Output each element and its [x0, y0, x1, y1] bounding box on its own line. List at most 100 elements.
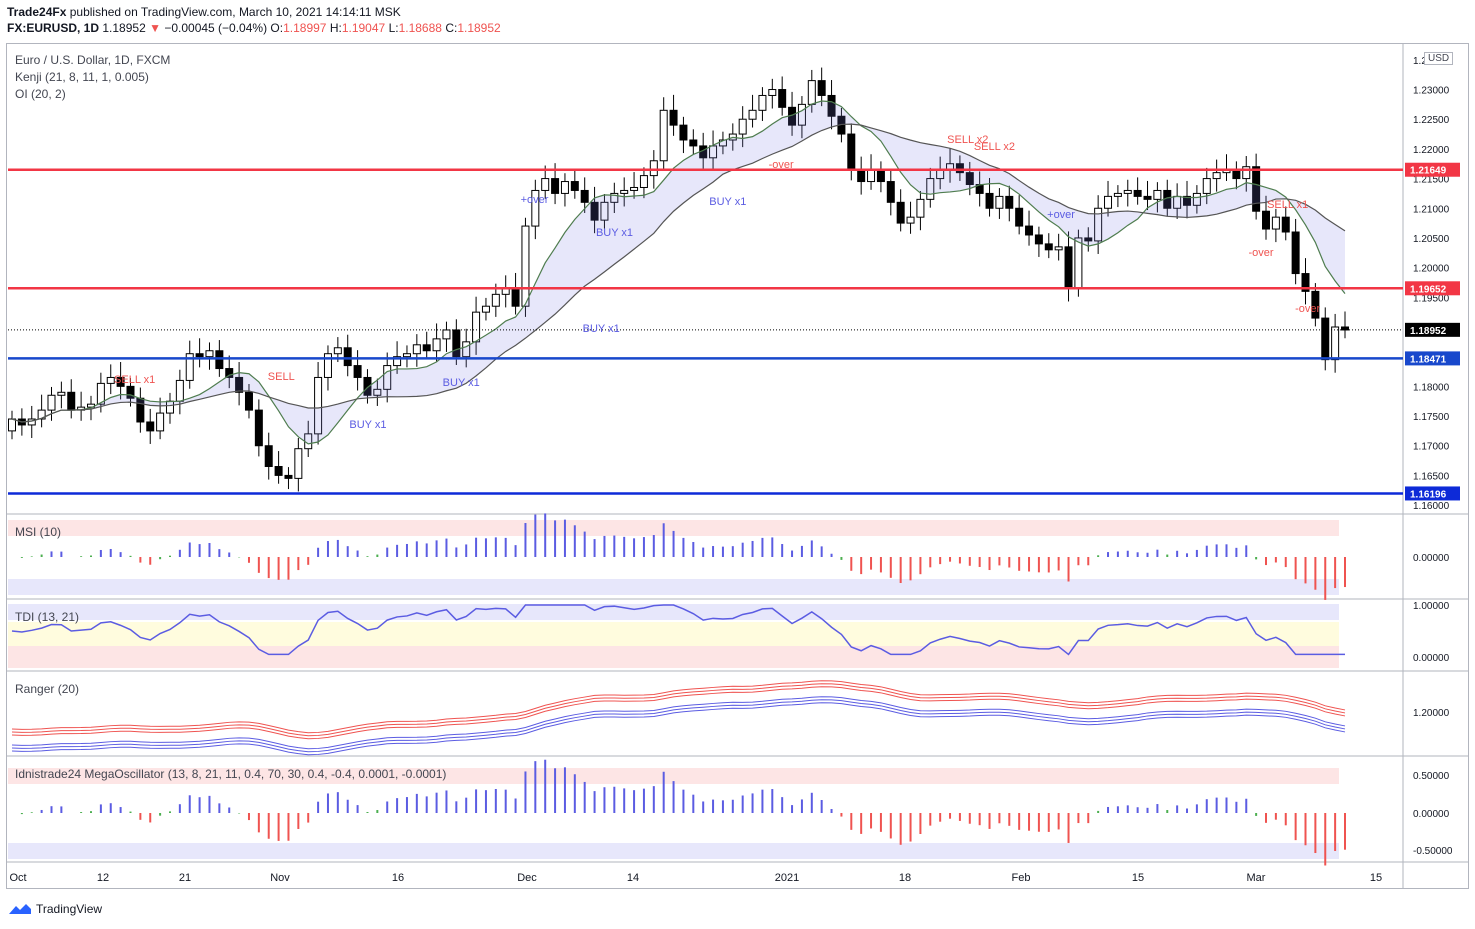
- candle-body: [373, 388, 382, 396]
- kenji-fast-line: [11, 100, 1346, 445]
- signal-label: SELL: [268, 371, 295, 383]
- signal-label: BUY x1: [349, 419, 386, 431]
- candle-body: [205, 350, 214, 358]
- candle-body: [1291, 231, 1300, 275]
- pane-tick-label: 1.20000: [1413, 708, 1450, 719]
- candle-body: [639, 175, 648, 188]
- signal-label: -over: [769, 159, 794, 171]
- y-tick-label: 1.22000: [1413, 145, 1450, 156]
- pane-tick-label: 0.50000: [1413, 771, 1450, 782]
- candle-body: [768, 89, 777, 96]
- candle-body: [37, 409, 46, 420]
- candle-body: [867, 169, 876, 183]
- oi-legend: OI (20, 2): [15, 87, 66, 101]
- candle-body: [156, 412, 165, 432]
- candle-body: [817, 80, 826, 96]
- candle-body: [521, 225, 530, 307]
- signal-label: +over: [1047, 209, 1075, 221]
- kenji-cloud: [12, 101, 1345, 444]
- candle-body: [926, 178, 935, 200]
- publish-line: Trade24Fx published on TradingView.com, …: [7, 5, 401, 19]
- candle-body: [1281, 216, 1290, 233]
- candle-body: [442, 329, 451, 340]
- x-tick-label: 16: [392, 872, 404, 884]
- price-change: −0.00045 (−0.04%): [164, 21, 268, 35]
- candle-body: [580, 189, 589, 203]
- signal-label: BUY x1: [709, 196, 746, 208]
- candle-body: [659, 109, 668, 162]
- candle-body: [1331, 326, 1340, 361]
- candle-body: [1232, 169, 1241, 180]
- candle-body: [491, 293, 500, 307]
- level-badge-label: 1.16196: [1410, 489, 1447, 500]
- candle-body: [47, 394, 56, 411]
- candle-body: [620, 189, 629, 194]
- candle-body: [669, 109, 678, 126]
- x-tick-label: 18: [899, 872, 911, 884]
- signal-label: -over: [1295, 303, 1320, 315]
- y-tick-label: 1.21500: [1413, 175, 1450, 186]
- low-label: L:: [388, 21, 399, 35]
- level-badge: [1405, 322, 1460, 337]
- candle-body: [1015, 207, 1024, 227]
- candle-body: [1064, 246, 1073, 289]
- mega-upper-band: [8, 768, 1339, 784]
- msi-legend: MSI (10): [15, 525, 62, 539]
- tdi-upper-band: [8, 604, 1339, 620]
- candle-body: [955, 163, 964, 174]
- candle-body: [96, 382, 105, 405]
- down-arrow-icon: ▼: [149, 21, 161, 35]
- candle-body: [1084, 237, 1093, 242]
- kenji-slow-line: [11, 123, 1346, 423]
- mega-lower-band: [8, 843, 1339, 859]
- x-tick-label: Nov: [270, 872, 290, 884]
- msi-lower-band: [8, 579, 1339, 595]
- candle-body: [452, 329, 461, 358]
- candle-body: [679, 124, 688, 141]
- candle-body: [254, 409, 263, 447]
- candle-body: [797, 103, 806, 126]
- symbol-label: FX:EURUSD, 1D: [7, 21, 100, 35]
- x-tick-label: 14: [627, 872, 639, 884]
- chart-frame[interactable]: [6, 43, 1469, 889]
- candle-body: [1301, 273, 1310, 292]
- pane-tick-label: 0.00000: [1413, 553, 1450, 564]
- candle-body: [689, 139, 698, 147]
- candle-body: [225, 368, 234, 378]
- candle-body: [264, 445, 273, 468]
- candle-body: [1044, 243, 1053, 251]
- pane-tick-label: 0.00000: [1413, 809, 1450, 820]
- candle-body: [402, 353, 411, 358]
- footer-brand[interactable]: TradingView: [36, 902, 103, 916]
- candle-body: [1252, 166, 1261, 212]
- ranger-lower-line: [11, 696, 1346, 750]
- candle-body: [906, 216, 915, 224]
- candle-body: [1311, 290, 1320, 319]
- x-tick-label: Oct: [9, 872, 26, 884]
- level-badge: [1405, 486, 1460, 501]
- tdi-legend: TDI (13, 21): [15, 610, 80, 624]
- candle-body: [27, 418, 36, 426]
- candle-body: [1123, 189, 1132, 194]
- author-name[interactable]: Trade24Fx: [7, 5, 67, 19]
- kenji-legend: Kenji (21, 8, 11, 1, 0.005): [15, 70, 149, 84]
- currency-badge[interactable]: USD: [1424, 52, 1454, 65]
- candle-body: [995, 195, 1004, 209]
- candle-body: [244, 391, 253, 411]
- level-badge-label: 1.18471: [1410, 354, 1447, 365]
- candle-body: [67, 391, 76, 411]
- publish-info: published on TradingView.com, March 10, …: [69, 5, 401, 19]
- candle-body: [1153, 189, 1162, 200]
- x-tick-label: Mar: [1247, 872, 1266, 884]
- y-tick-label: 1.22500: [1413, 115, 1450, 126]
- candle-body: [857, 169, 866, 183]
- candle-body: [462, 341, 471, 358]
- signal-label: -over: [1248, 247, 1273, 259]
- ranger-lower-line: [11, 699, 1346, 753]
- candle-body: [590, 201, 599, 221]
- pane-tick-label: 0.00000: [1413, 653, 1450, 664]
- ohlc-line: FX:EURUSD, 1D 1.18952 ▼ −0.00045 (−0.04%…: [7, 21, 501, 35]
- candle-body: [175, 379, 184, 402]
- candle-body: [353, 365, 362, 378]
